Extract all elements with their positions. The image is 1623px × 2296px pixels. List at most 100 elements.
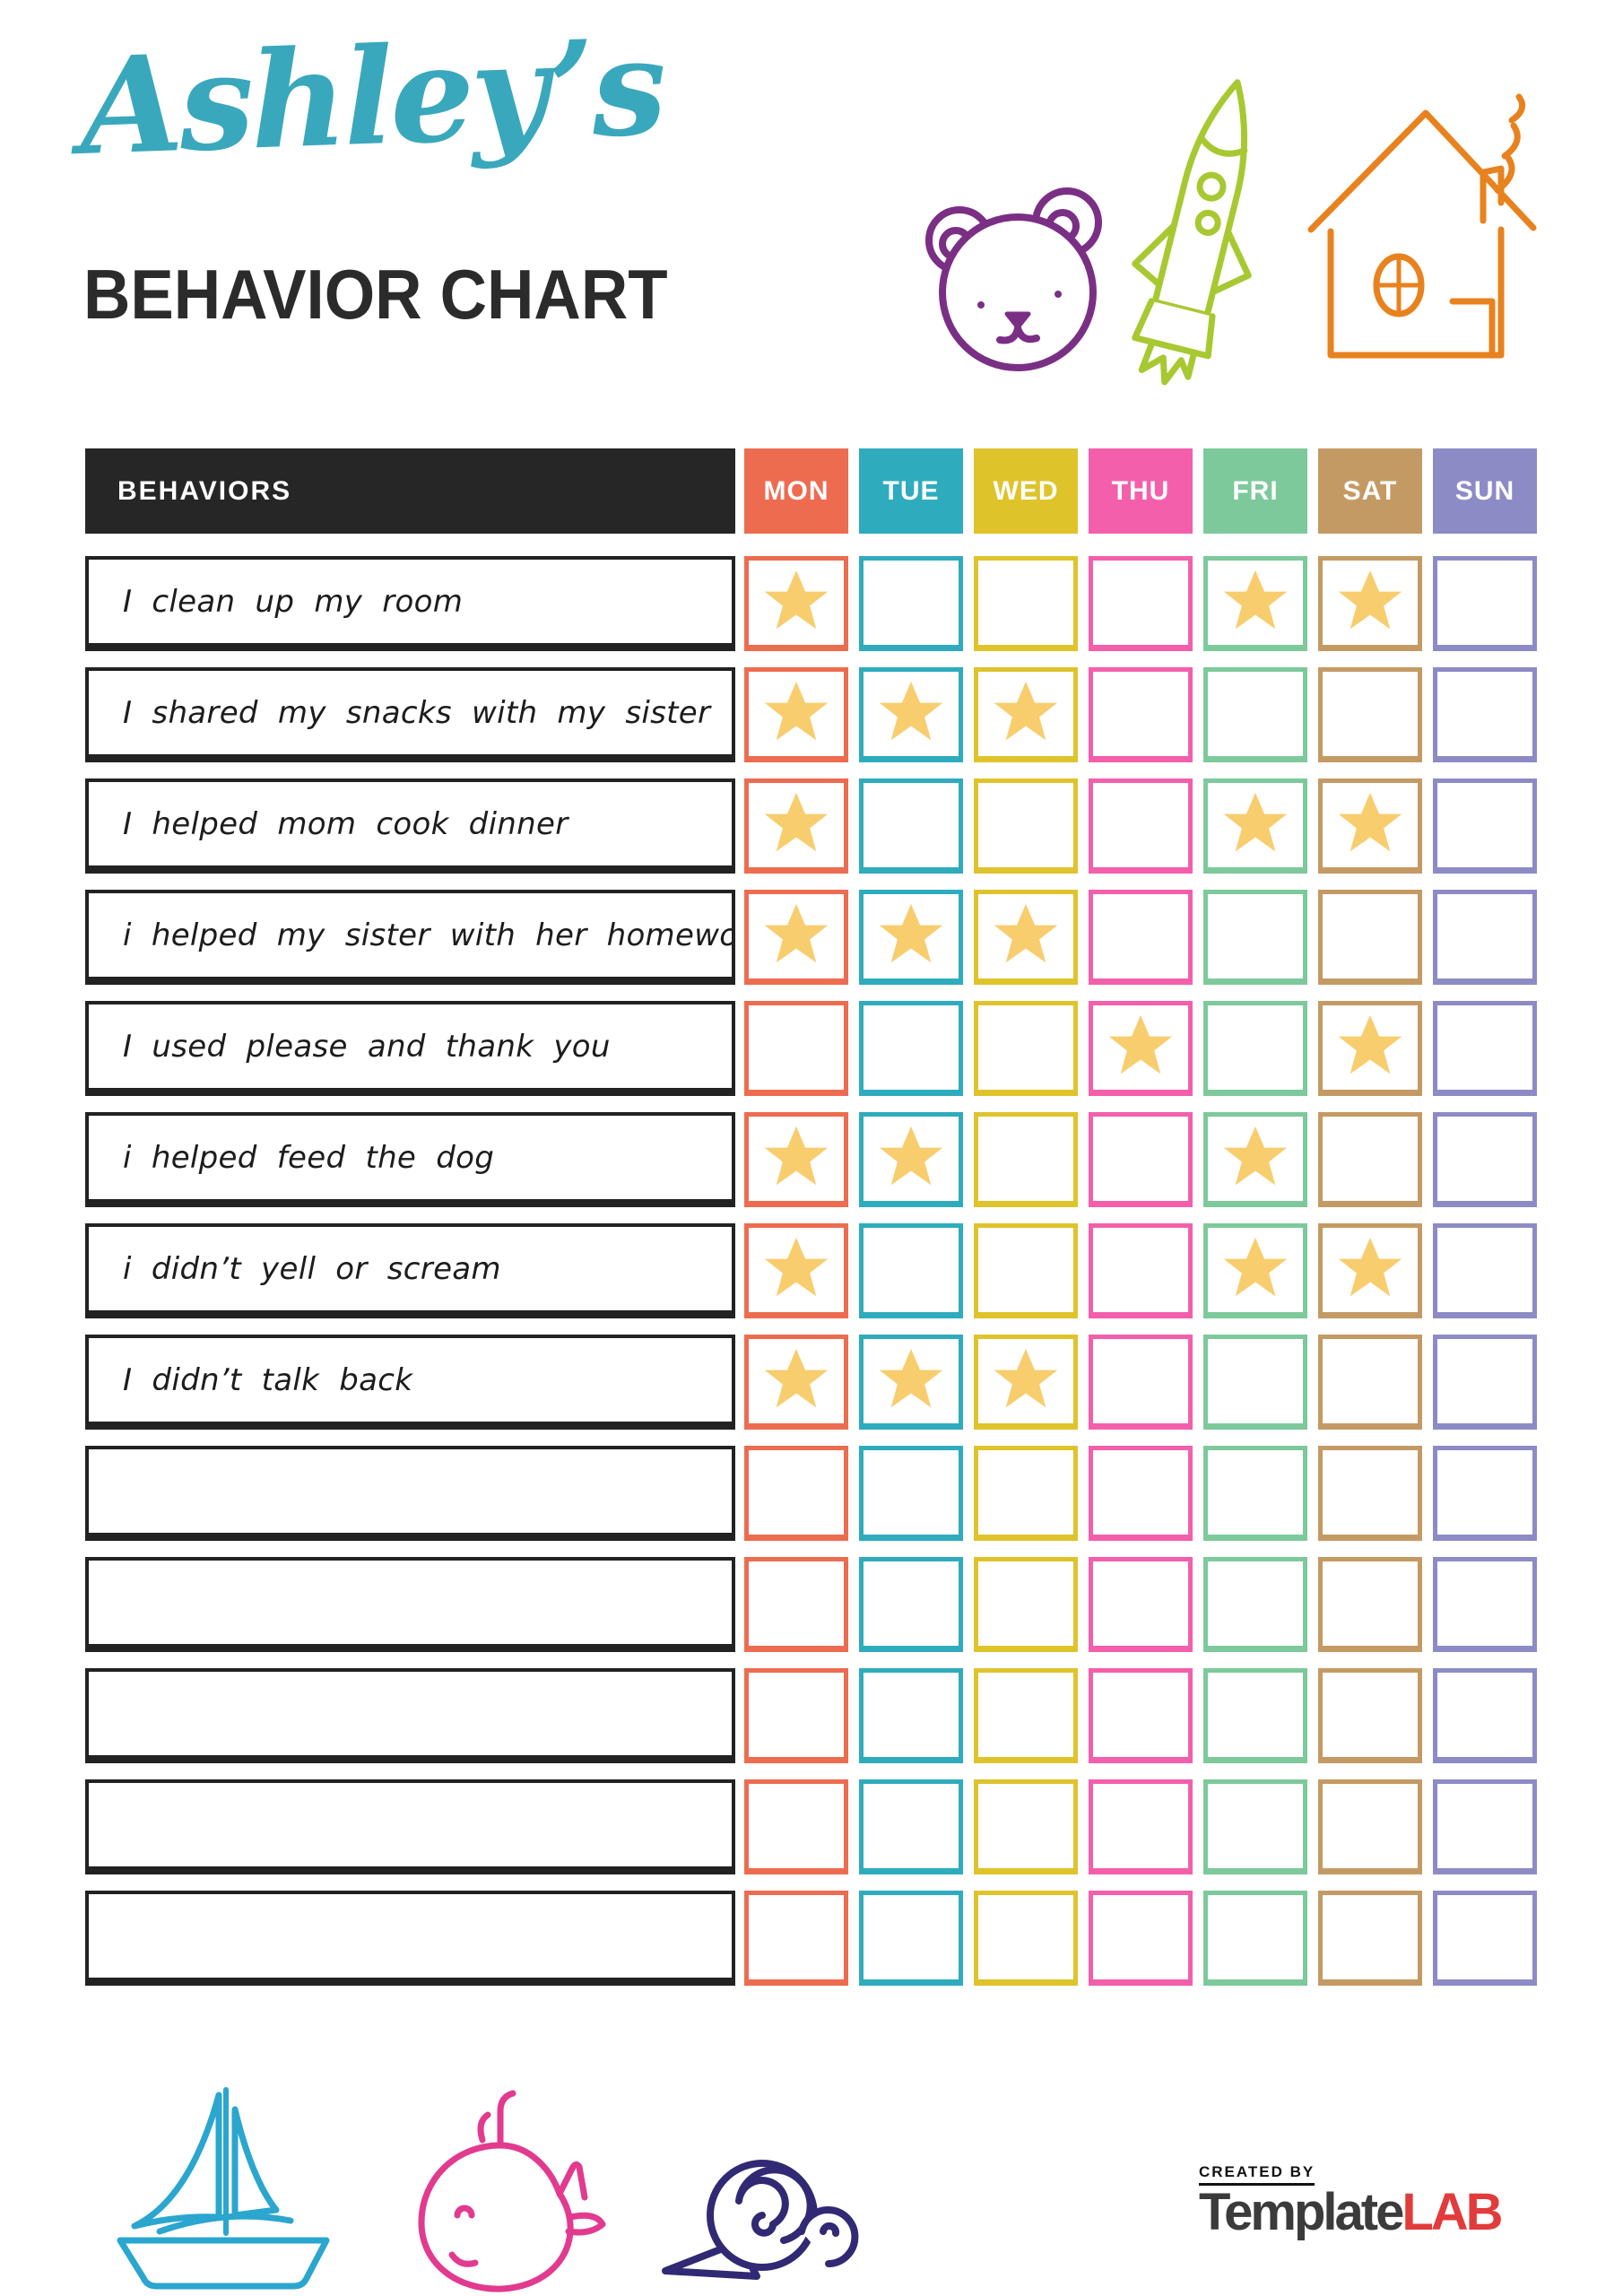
cell-row5-tue[interactable]: [859, 1001, 963, 1096]
cell-row10-sat[interactable]: [1318, 1557, 1422, 1652]
cell-row1-sun[interactable]: [1433, 556, 1537, 651]
behavior-label-2: I shared my snacks with my sister: [85, 667, 735, 762]
cell-row10-sun[interactable]: [1433, 1557, 1537, 1652]
cell-row11-thu[interactable]: [1089, 1668, 1193, 1763]
cell-row5-sat[interactable]: [1318, 1001, 1422, 1096]
cell-row8-sat[interactable]: [1318, 1335, 1422, 1430]
cell-row8-fri[interactable]: [1203, 1335, 1307, 1430]
cell-row12-wed[interactable]: [974, 1779, 1078, 1874]
cell-row8-thu[interactable]: [1089, 1335, 1193, 1430]
cell-row13-sun[interactable]: [1433, 1891, 1537, 1986]
cell-row1-fri[interactable]: [1203, 556, 1307, 651]
cell-row11-sat[interactable]: [1318, 1668, 1422, 1763]
cell-row7-tue[interactable]: [859, 1223, 963, 1318]
cell-row8-wed[interactable]: [974, 1335, 1078, 1430]
cell-row8-tue[interactable]: [859, 1335, 963, 1430]
behavior-label-8: I didn’t talk back: [85, 1335, 735, 1430]
cell-row3-sat[interactable]: [1318, 778, 1422, 874]
cell-row6-sun[interactable]: [1433, 1112, 1537, 1207]
cell-row3-fri[interactable]: [1203, 778, 1307, 874]
cell-row7-sat[interactable]: [1318, 1223, 1422, 1318]
cell-row3-tue[interactable]: [859, 778, 963, 874]
cell-row13-wed[interactable]: [974, 1891, 1078, 1986]
cell-row12-thu[interactable]: [1089, 1779, 1193, 1874]
cell-row13-sat[interactable]: [1318, 1891, 1422, 1986]
cell-row12-fri[interactable]: [1203, 1779, 1307, 1874]
cell-row3-mon[interactable]: [744, 778, 848, 874]
cell-row5-wed[interactable]: [974, 1001, 1078, 1096]
cell-row2-wed[interactable]: [974, 667, 1078, 762]
cell-row1-thu[interactable]: [1089, 556, 1193, 651]
cell-row6-sat[interactable]: [1318, 1112, 1422, 1207]
table-row: [85, 1891, 1542, 1986]
cell-row9-mon[interactable]: [744, 1446, 848, 1541]
cell-row4-fri[interactable]: [1203, 890, 1307, 985]
cell-row5-thu[interactable]: [1089, 1001, 1193, 1096]
cell-row1-mon[interactable]: [744, 556, 848, 651]
cell-row5-fri[interactable]: [1203, 1001, 1307, 1096]
cell-row2-thu[interactable]: [1089, 667, 1193, 762]
cell-row4-sun[interactable]: [1433, 890, 1537, 985]
cell-row2-fri[interactable]: [1203, 667, 1307, 762]
table-row: [85, 1668, 1542, 1763]
cell-row5-mon[interactable]: [744, 1001, 848, 1096]
cell-row12-tue[interactable]: [859, 1779, 963, 1874]
cell-row1-sat[interactable]: [1318, 556, 1422, 651]
cell-row13-mon[interactable]: [744, 1891, 848, 1986]
cell-row11-sun[interactable]: [1433, 1668, 1537, 1763]
cell-row13-thu[interactable]: [1089, 1891, 1193, 1986]
cell-row4-sat[interactable]: [1318, 890, 1422, 985]
cell-row10-fri[interactable]: [1203, 1557, 1307, 1652]
cell-row7-sun[interactable]: [1433, 1223, 1537, 1318]
cell-row9-thu[interactable]: [1089, 1446, 1193, 1541]
cell-row4-thu[interactable]: [1089, 890, 1193, 985]
cell-row6-fri[interactable]: [1203, 1112, 1307, 1207]
cell-row2-sat[interactable]: [1318, 667, 1422, 762]
star-icon: [764, 1348, 829, 1408]
cell-row10-mon[interactable]: [744, 1557, 848, 1652]
cell-row9-sun[interactable]: [1433, 1446, 1537, 1541]
cell-row10-wed[interactable]: [974, 1557, 1078, 1652]
cell-row11-mon[interactable]: [744, 1668, 848, 1763]
cell-row3-wed[interactable]: [974, 778, 1078, 874]
cell-row13-fri[interactable]: [1203, 1891, 1307, 1986]
cell-row10-thu[interactable]: [1089, 1557, 1193, 1652]
cell-row9-wed[interactable]: [974, 1446, 1078, 1541]
cell-row7-thu[interactable]: [1089, 1223, 1193, 1318]
cell-row12-sun[interactable]: [1433, 1779, 1537, 1874]
cell-row11-wed[interactable]: [974, 1668, 1078, 1763]
cell-row6-mon[interactable]: [744, 1112, 848, 1207]
cell-row7-mon[interactable]: [744, 1223, 848, 1318]
cell-row6-tue[interactable]: [859, 1112, 963, 1207]
cell-row4-wed[interactable]: [974, 890, 1078, 985]
cell-row1-tue[interactable]: [859, 556, 963, 651]
cell-row10-tue[interactable]: [859, 1557, 963, 1652]
cell-row1-wed[interactable]: [974, 556, 1078, 651]
cell-row9-fri[interactable]: [1203, 1446, 1307, 1541]
cell-row8-mon[interactable]: [744, 1335, 848, 1430]
cell-row4-mon[interactable]: [744, 890, 848, 985]
cell-row11-fri[interactable]: [1203, 1668, 1307, 1763]
cell-row5-sun[interactable]: [1433, 1001, 1537, 1096]
cell-row3-sun[interactable]: [1433, 778, 1537, 874]
cell-row2-mon[interactable]: [744, 667, 848, 762]
cell-row11-tue[interactable]: [859, 1668, 963, 1763]
star-icon: [764, 1126, 829, 1186]
cell-row8-sun[interactable]: [1433, 1335, 1537, 1430]
cell-row3-thu[interactable]: [1089, 778, 1193, 874]
cell-row12-mon[interactable]: [744, 1779, 848, 1874]
cell-row6-thu[interactable]: [1089, 1112, 1193, 1207]
cell-row13-tue[interactable]: [859, 1891, 963, 1986]
cell-row4-tue[interactable]: [859, 890, 963, 985]
day-header-tue: TUE: [859, 448, 963, 534]
table-row: [85, 1557, 1542, 1652]
cell-row2-sun[interactable]: [1433, 667, 1537, 762]
cell-row12-sat[interactable]: [1318, 1779, 1422, 1874]
cell-row9-sat[interactable]: [1318, 1446, 1422, 1541]
cell-row7-fri[interactable]: [1203, 1223, 1307, 1318]
cell-row7-wed[interactable]: [974, 1223, 1078, 1318]
cell-row2-tue[interactable]: [859, 667, 963, 762]
star-icon: [1338, 570, 1402, 630]
cell-row6-wed[interactable]: [974, 1112, 1078, 1207]
cell-row9-tue[interactable]: [859, 1446, 963, 1541]
